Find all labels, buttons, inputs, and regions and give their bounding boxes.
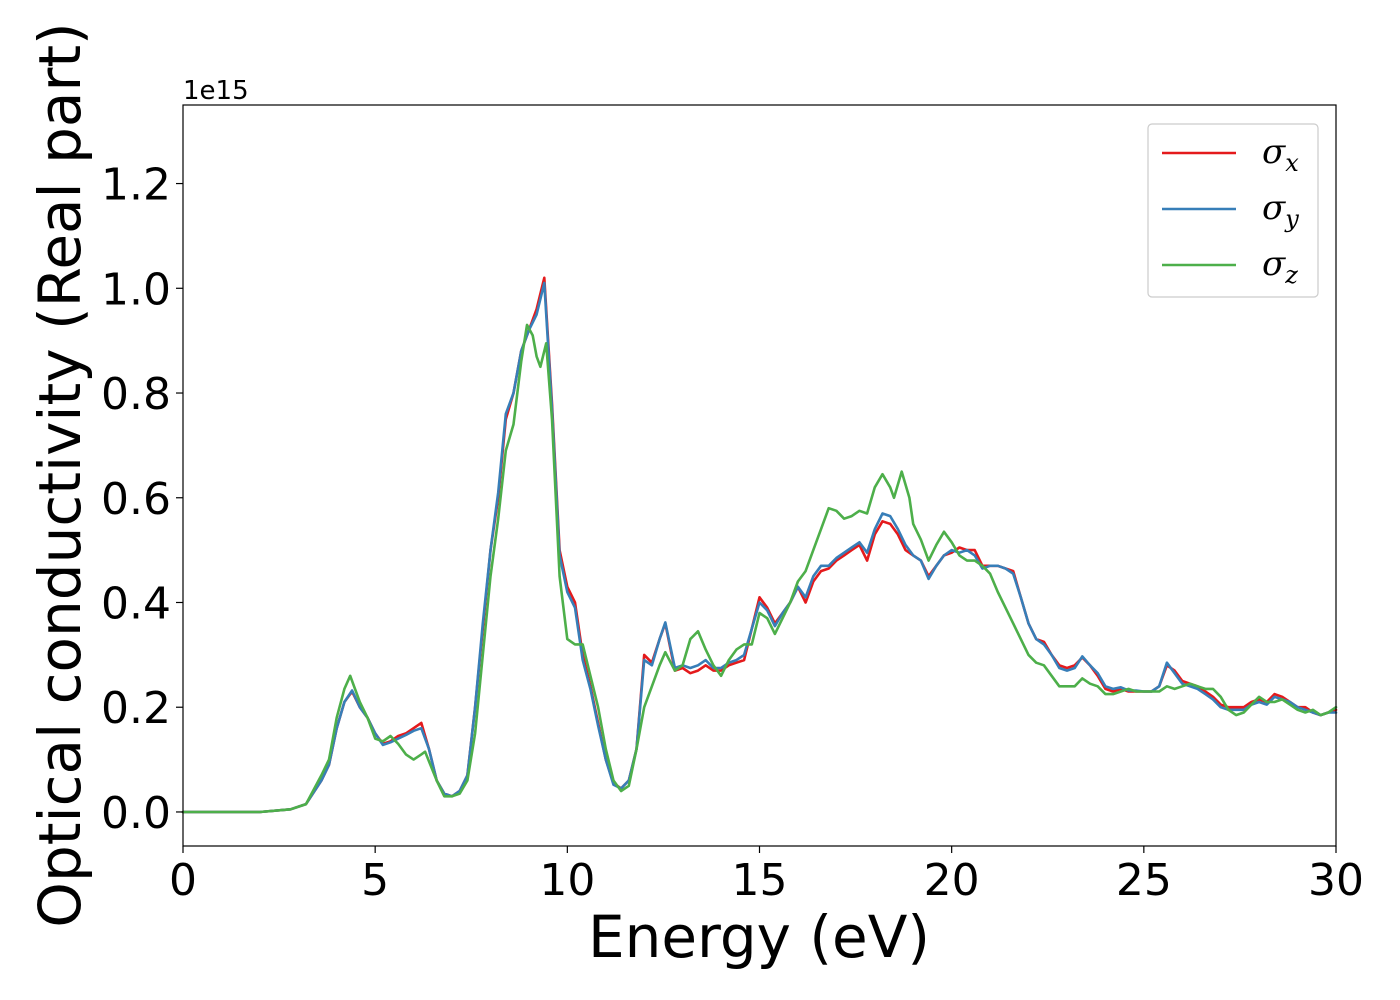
legend-label-z: σz — [1262, 244, 1298, 289]
legend-box — [1147, 123, 1319, 298]
series-line-z — [181, 323, 1338, 814]
x-tick-label: 25 — [1116, 855, 1172, 906]
y-tick-label: 1.0 — [101, 264, 171, 315]
x-tick-label: 10 — [539, 855, 595, 906]
y-tick-label: 1.2 — [101, 160, 171, 211]
y-axis-ticks: 0.0 0.2 0.4 0.6 0.8 1.0 1.2 — [101, 160, 183, 839]
legend: σx σy σz — [1147, 123, 1319, 298]
x-tick-label: 15 — [732, 855, 788, 906]
x-axis-label: Energy (eV) — [588, 903, 930, 971]
x-axis-ticks: 0 5 10 15 20 25 30 — [169, 846, 1364, 906]
series-layer — [181, 276, 1338, 814]
y-tick-label: 0.2 — [101, 683, 171, 734]
legend-label-y: σy — [1262, 188, 1299, 233]
y-tick-label: 0.8 — [101, 369, 171, 420]
offset-text: 1e15 — [183, 76, 249, 106]
y-tick-label: 0.4 — [101, 578, 171, 629]
y-axis-label: Optical conductivity (Real part) — [26, 22, 94, 927]
y-tick-label: 0.0 — [101, 788, 171, 839]
x-tick-label: 30 — [1308, 855, 1364, 906]
x-tick-label: 5 — [361, 855, 389, 906]
series-line-y — [181, 281, 1338, 814]
x-tick-label: 20 — [924, 855, 980, 906]
plot-background — [183, 105, 1336, 846]
legend-label-x: σx — [1262, 132, 1299, 177]
y-tick-label: 0.6 — [101, 474, 171, 525]
x-tick-label: 0 — [169, 855, 197, 906]
